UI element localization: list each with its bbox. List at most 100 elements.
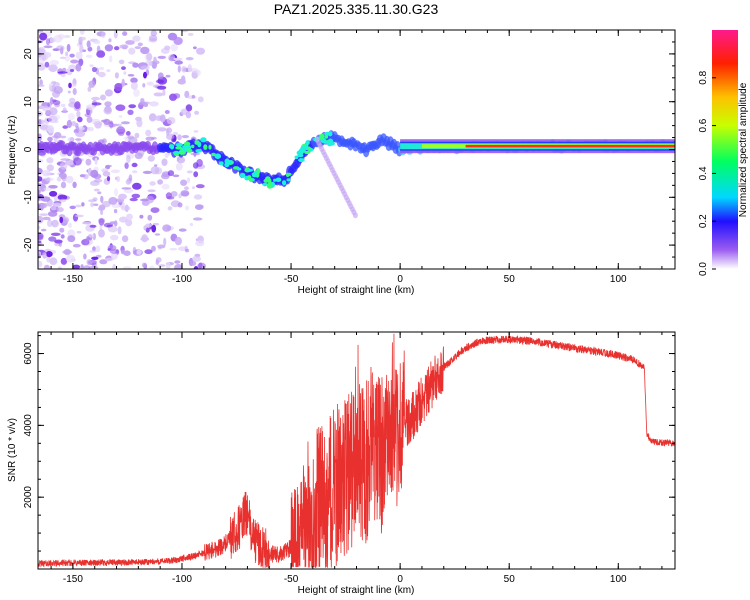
spectral-noise-blob [63, 34, 71, 39]
spectral-noise-blob [75, 51, 83, 60]
spectral-noise-blob [132, 246, 137, 255]
spectral-noise-blob [38, 176, 43, 182]
spectral-noise-blob [109, 221, 116, 225]
spectral-noise-blob [181, 135, 189, 139]
spectral-noise-blob [68, 222, 72, 229]
spectral-noise-blob [57, 194, 68, 201]
spectral-noise-blob [146, 81, 154, 86]
spectral-noise-blob [91, 96, 101, 101]
spectral-noise-blob [189, 222, 193, 227]
spectral-noise-blob [38, 225, 41, 230]
spectral-noise-blob [89, 250, 97, 253]
ridge-core-cell [246, 168, 253, 172]
spectral-noise-blob [170, 191, 178, 197]
spectral-noise-blob [137, 42, 143, 47]
spectral-noise-blob [163, 237, 167, 246]
spectrogram-ytick-label: -10 [23, 190, 34, 205]
ridge-core-cell [266, 182, 273, 189]
spectral-noise-blob [116, 175, 120, 183]
spectral-noise-blob [141, 234, 148, 243]
snr-xtick-label: 50 [504, 574, 516, 585]
spectral-noise-blob [61, 174, 67, 182]
spectral-noise-blob [47, 136, 53, 142]
colorbar-tick-label: 0.8 [698, 70, 709, 84]
spectral-noise-blob [141, 200, 150, 206]
spectral-noise-blob [162, 224, 172, 232]
spectral-noise-blob [75, 63, 82, 72]
spectral-noise-blob [130, 81, 138, 90]
spectral-noise-blob [165, 74, 171, 78]
spectral-noise-blob [147, 155, 155, 162]
spectral-noise-blob [185, 57, 194, 61]
spectral-noise-blob [56, 207, 64, 213]
spectral-noise-blob [161, 158, 168, 166]
ridge-core-cell [300, 146, 305, 152]
ridge-core-cell [183, 145, 191, 149]
spectral-noise-blob [185, 205, 190, 211]
spectral-noise-blob [60, 257, 68, 265]
spectral-noise-blob [197, 96, 204, 103]
spectral-noise-blob [193, 171, 199, 178]
snr-ytick-label: 2000 [23, 486, 34, 509]
tone-peak [465, 144, 675, 148]
ridge-core-cell [298, 158, 305, 163]
spectral-noise-blob [60, 234, 65, 239]
spectral-noise-blob [157, 55, 167, 60]
snr-xtick-label: 100 [610, 574, 627, 585]
spectral-noise-blob [125, 40, 135, 45]
spectral-noise-blob [59, 161, 68, 170]
ridge-core-cell [214, 153, 222, 159]
colorbar-ticks: 0.0 0.2 0.4 0.6 0.8 [698, 70, 716, 276]
ridge-core-cell [236, 167, 242, 171]
spectral-noise-blob [195, 184, 205, 189]
spectral-noise-blob [115, 104, 126, 111]
spectral-noise-blob [177, 134, 182, 141]
spectral-noise-blob [193, 46, 197, 50]
spectrogram-xtick-label: -150 [63, 274, 83, 285]
spectral-noise-blob [88, 199, 97, 203]
spectral-noise-blob [62, 67, 67, 72]
spectral-noise-blob [66, 119, 72, 128]
spectral-noise-blob [38, 118, 42, 126]
spectral-noise-blob [65, 51, 69, 57]
spectral-noise-blob [100, 94, 106, 101]
spectrogram-ytick-label: 0 [23, 146, 34, 152]
spectral-noise-blob [186, 170, 193, 174]
spectral-noise-blob [149, 265, 155, 269]
spectral-noise-blob [191, 94, 195, 99]
spectral-noise-blob [97, 71, 106, 78]
spectral-noise-blob [44, 61, 50, 68]
spectral-noise-blob [86, 40, 91, 48]
spectral-noise-blob [38, 105, 45, 110]
spectral-noise-blob [128, 174, 133, 182]
spectral-noise-blob [192, 255, 201, 262]
spectral-noise-blob [82, 221, 91, 225]
spectral-noise-blob [124, 162, 129, 169]
spectral-noise-blob [59, 56, 66, 59]
spectral-noise-blob [86, 259, 92, 266]
spectral-noise-blob [164, 110, 170, 114]
spectral-noise-blob [132, 35, 141, 42]
spectral-noise-blob [75, 138, 82, 141]
spectral-noise-blob [39, 32, 48, 41]
spectral-noise-blob [149, 181, 156, 186]
spectral-noise-blob [67, 229, 76, 238]
spectral-noise-blob [151, 60, 160, 65]
snr-ytick-label: 4000 [23, 414, 34, 437]
ridge-core-cell [262, 182, 268, 186]
spectral-noise-blob [49, 97, 54, 105]
ridge-core-cell [322, 140, 329, 144]
spectral-noise-blob [99, 67, 104, 70]
spectral-noise-blob [180, 179, 188, 186]
spectral-noise-blob [140, 198, 149, 202]
ridge-core-cell [194, 140, 199, 144]
spectral-noise-blob [53, 34, 63, 43]
ridge-core-cell [294, 155, 299, 160]
spectral-noise-blob [71, 121, 77, 127]
spectral-noise-blob [181, 66, 187, 73]
spectral-noise-blob [191, 186, 196, 189]
spectral-noise-blob [98, 204, 106, 210]
spectral-noise-blob [175, 162, 183, 171]
spectral-noise-blob [95, 245, 101, 253]
spectrogram-xtick-label: -50 [284, 274, 299, 285]
